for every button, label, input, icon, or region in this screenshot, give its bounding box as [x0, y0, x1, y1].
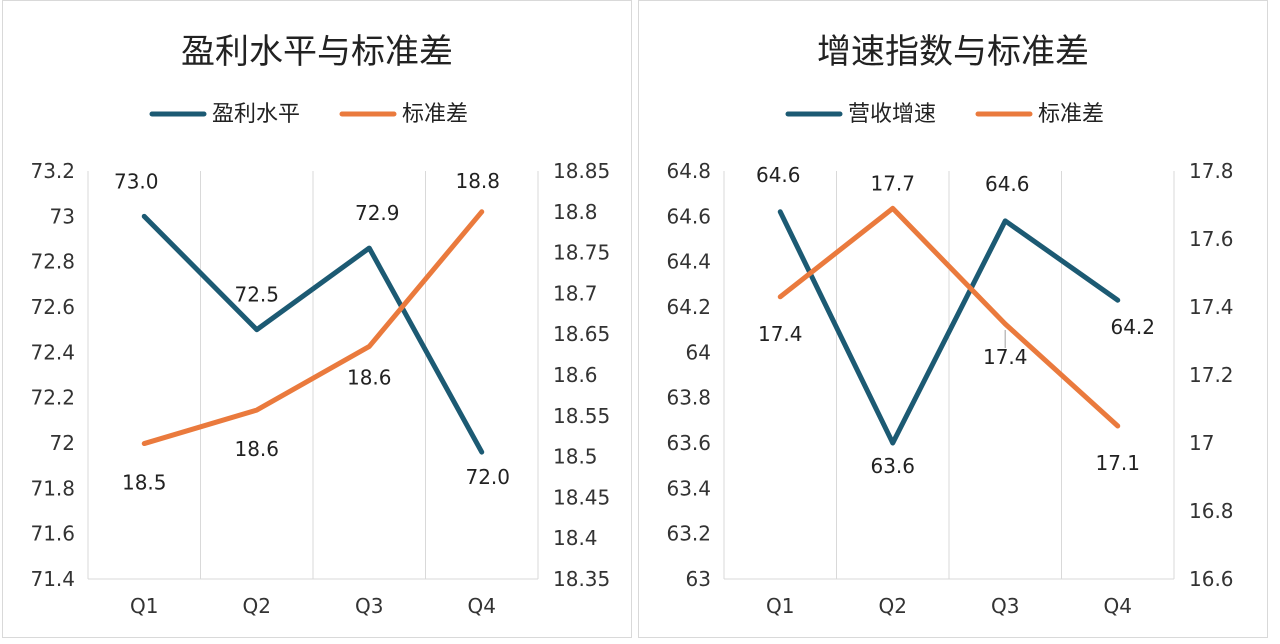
y-left-tick-label: 72.6 — [30, 295, 75, 319]
data-label: 17.1 — [1095, 451, 1140, 475]
data-label: 63.6 — [870, 454, 915, 478]
y-left-tick-label: 64 — [686, 340, 711, 364]
series-line-1 — [777, 209, 1121, 446]
data-label: 73.0 — [114, 169, 159, 193]
y-right-tick-label: 17.8 — [1189, 159, 1234, 183]
y-left-tick-label: 64.4 — [666, 250, 711, 274]
y-left-tick-label: 63.2 — [666, 522, 711, 546]
data-label: 17.7 — [870, 171, 915, 195]
data-label: 72.0 — [465, 465, 510, 489]
y-left-tick-label: 63.6 — [666, 431, 711, 455]
data-label: 64.6 — [985, 172, 1030, 196]
y-right-tick-label: 18.85 — [553, 159, 610, 183]
legend-label-2: 标准差 — [402, 102, 468, 127]
legend-label-1: 盈利水平 — [212, 102, 300, 127]
y-right-tick-label: 18.35 — [553, 567, 610, 591]
chart-title: 盈利水平与标准差 — [181, 32, 453, 72]
data-label: 72.5 — [234, 283, 279, 307]
y-right-tick-label: 18.65 — [553, 322, 610, 346]
chart-title: 增速指数与标准差 — [817, 32, 1089, 72]
data-label: 64.2 — [1110, 315, 1155, 339]
x-category-label: Q1 — [766, 594, 794, 618]
x-category-label: Q2 — [243, 594, 271, 618]
x-category-label: Q3 — [991, 594, 1019, 618]
y-right-tick-label: 18.8 — [553, 200, 598, 224]
y-left-tick-label: 64.6 — [666, 204, 711, 228]
y-left-tick-label: 64.8 — [666, 159, 711, 183]
series-line-2 — [777, 205, 1121, 429]
series-line-2 — [141, 209, 485, 447]
y-left-tick-label: 72 — [50, 431, 75, 455]
y-left-tick-label: 72.4 — [30, 340, 75, 364]
y-left-tick-label: 71.8 — [30, 476, 75, 500]
y-right-tick-label: 17 — [1189, 431, 1214, 455]
data-label: 18.8 — [455, 169, 500, 193]
y-right-tick-label: 18.7 — [553, 281, 598, 305]
y-left-tick-label: 71.4 — [30, 567, 75, 591]
x-category-label: Q1 — [130, 594, 158, 618]
legend-label-2: 标准差 — [1038, 102, 1104, 127]
data-label: 64.6 — [756, 163, 801, 187]
y-left-tick-label: 72.2 — [30, 386, 75, 410]
y-right-tick-label: 16.6 — [1189, 567, 1234, 591]
y-left-tick-label: 63 — [686, 567, 711, 591]
x-category-label: Q3 — [355, 594, 383, 618]
data-label: 18.6 — [347, 365, 392, 389]
data-label: 17.4 — [983, 345, 1028, 369]
y-right-tick-label: 18.55 — [553, 404, 610, 428]
y-right-tick-label: 17.2 — [1189, 363, 1234, 387]
y-left-tick-label: 73.2 — [30, 159, 75, 183]
chart-panel-growth: 增速指数与标准差营收增速 标准差 64.8 64.6 64.4 64.2 64 63.8 63.… — [638, 0, 1268, 638]
y-right-tick-label: 18.6 — [553, 363, 598, 387]
data-label: 18.6 — [234, 437, 279, 461]
series-line-1 — [141, 213, 485, 455]
y-right-tick-label: 18.4 — [553, 526, 598, 550]
y-left-tick-label: 63.4 — [666, 476, 711, 500]
y-right-tick-label: 18.45 — [553, 485, 610, 509]
y-right-tick-label: 18.5 — [553, 445, 598, 469]
legend-label-1: 营收增速 — [848, 102, 936, 127]
y-left-tick-label: 64.2 — [666, 295, 711, 319]
y-right-tick-label: 17.4 — [1189, 295, 1234, 319]
y-left-tick-label: 63.8 — [666, 386, 711, 410]
y-left-tick-label: 72.8 — [30, 250, 75, 274]
data-label: 18.5 — [122, 471, 167, 495]
y-right-tick-label: 18.75 — [553, 241, 610, 265]
y-left-tick-label: 71.6 — [30, 522, 75, 546]
x-category-label: Q4 — [1104, 594, 1132, 618]
data-label: 72.9 — [355, 201, 400, 225]
y-right-tick-label: 17.6 — [1189, 227, 1234, 251]
x-category-label: Q4 — [468, 594, 496, 618]
y-right-tick-label: 16.8 — [1189, 499, 1234, 523]
y-left-tick-label: 73 — [50, 204, 75, 228]
data-label: 17.4 — [758, 322, 803, 346]
x-category-label: Q2 — [879, 594, 907, 618]
chart-panel-profit: 盈利水平与标准差盈利水平 标准差 73.2 73 72.8 72.6 72.4 72.2 72 7… — [2, 0, 632, 638]
